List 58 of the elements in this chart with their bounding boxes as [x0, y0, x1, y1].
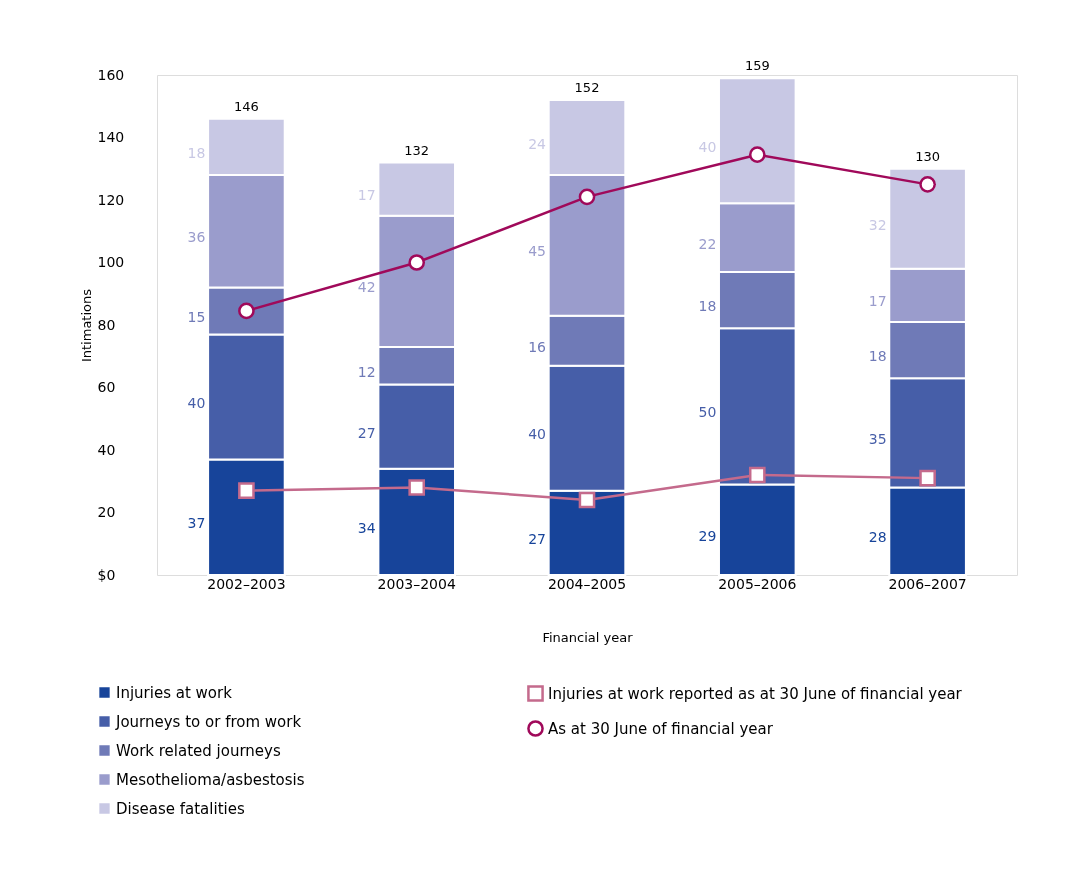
data-label: 36 — [187, 229, 206, 246]
point — [919, 176, 936, 193]
y-tick-label: $0 — [97, 566, 116, 583]
legend-label: Disease fatalities — [116, 799, 245, 818]
y-tick-label: 140 — [97, 129, 125, 145]
y-tick-label: 160 — [97, 66, 125, 83]
y-tick-label: 100 — [97, 254, 125, 270]
point — [919, 469, 936, 487]
total-label: 152 — [574, 80, 600, 95]
x-tick-label: 2004–2005 — [547, 575, 627, 592]
data-label: 18 — [868, 348, 887, 364]
point — [408, 479, 426, 496]
total-label: 159 — [744, 58, 770, 74]
y-tick-label: 120 — [97, 191, 125, 208]
data-label: 40 — [528, 426, 546, 443]
data-label: 45 — [528, 243, 546, 260]
x-axis-title: Financial year — [542, 629, 634, 645]
y-axis-title: Intimations — [78, 288, 94, 363]
y-tick-label: 80 — [97, 316, 116, 333]
point — [748, 146, 766, 163]
data-label: 40 — [187, 394, 206, 411]
x-tick-label: 2005–2006 — [718, 575, 797, 592]
legend-label: Work related journeys — [116, 741, 281, 760]
legend-label: As at 30 June of financial year — [548, 719, 774, 738]
data-label: 27 — [528, 530, 546, 547]
data-label: 18 — [698, 298, 717, 314]
data-label: 28 — [868, 529, 887, 546]
data-label: 27 — [357, 424, 376, 441]
y-tick-label: 40 — [97, 441, 116, 458]
data-label: 17 — [868, 293, 887, 310]
x-tick-label: 2002–2003 — [207, 575, 286, 592]
data-label: 29 — [698, 527, 717, 544]
x-tick-label: 2006–2007 — [888, 575, 967, 592]
legend-label: Mesothelioma/asbestosis — [116, 770, 305, 789]
legend-label: Injuries at work — [116, 683, 233, 702]
point — [408, 254, 426, 271]
data-label: 16 — [528, 338, 547, 355]
data-label: 42 — [357, 279, 376, 296]
data-label: 35 — [868, 430, 887, 447]
data-label: 37 — [187, 515, 206, 532]
total-label: 130 — [915, 148, 941, 164]
data-label: 15 — [187, 308, 206, 325]
data-label: 50 — [698, 404, 717, 421]
y-tick-label: 60 — [97, 379, 116, 395]
point — [578, 491, 596, 509]
data-label: 22 — [698, 235, 717, 252]
x-tick-label: 2003–2004 — [377, 575, 456, 592]
data-label: 34 — [357, 519, 376, 536]
point — [578, 188, 596, 206]
y-tick-label: 20 — [97, 504, 116, 520]
total-label: 146 — [233, 98, 259, 114]
legend-label: Injuries at work reported as at 30 June of financial year — [548, 684, 963, 703]
legend-label: Journeys to or from work — [115, 712, 302, 731]
point — [238, 302, 255, 320]
point — [238, 482, 255, 499]
data-label: 12 — [357, 363, 376, 380]
point — [748, 466, 766, 484]
total-label: 132 — [404, 142, 430, 158]
